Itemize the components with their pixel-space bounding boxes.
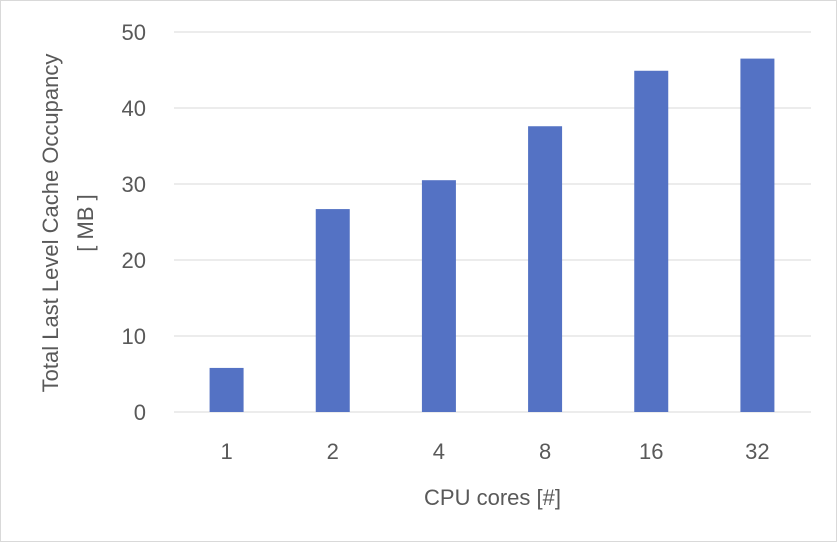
x-tick-label-32: 32 [745,439,769,464]
bar-16 [634,70,669,412]
bar-8 [528,126,563,413]
bar-2 [315,209,350,412]
x-tick-label-4: 4 [433,439,445,464]
x-tick-label-16: 16 [639,439,663,464]
y-axis-title-line-2: [ MB ] [73,194,98,251]
x-axis-title: CPU cores [#] [424,485,561,510]
x-tick-label-8: 8 [539,439,551,464]
y-tick-label-0: 0 [134,400,146,425]
y-tick-label-20: 20 [122,248,146,273]
y-tick-label-10: 10 [122,324,146,349]
x-tick-label-2: 2 [327,439,339,464]
bar-1 [209,367,244,412]
x-tick-labels: 1 2 4 8 16 32 [220,439,769,464]
bar-32 [740,58,775,412]
y-tick-labels: 0 10 20 30 40 50 [122,20,146,425]
y-axis-title-line-1: Total Last Level Cache Occupancy [38,54,63,393]
x-tick-label-1: 1 [220,439,232,464]
y-tick-label-30: 30 [122,172,146,197]
gridlines [174,31,811,413]
y-tick-label-40: 40 [122,96,146,121]
y-tick-label-50: 50 [122,20,146,45]
bars [209,58,775,413]
bar-4 [421,180,456,412]
y-axis-title: Total Last Level Cache Occupancy [ MB ] [38,54,98,393]
